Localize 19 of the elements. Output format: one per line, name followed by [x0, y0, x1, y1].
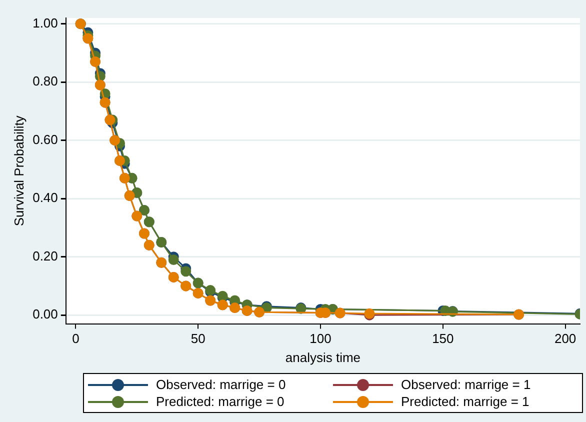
- point: [168, 254, 179, 265]
- x-axis-title: analysis time: [285, 350, 361, 365]
- y-axis-title: Survival Probability: [11, 115, 26, 226]
- y-tick-label: 1.00: [32, 15, 58, 30]
- x-tick-label: 50: [190, 331, 206, 346]
- x-tick-label: 0: [72, 331, 80, 346]
- x-tick-label: 200: [554, 331, 576, 346]
- legend-label: Observed: marrige = 1: [401, 377, 531, 392]
- y-tick-label: 0.40: [32, 190, 58, 206]
- x-tick-label: 150: [432, 331, 454, 346]
- y-tick-label: 0.00: [32, 306, 58, 322]
- y-tick-label: 0.20: [32, 248, 58, 264]
- legend-label: Predicted: marrige = 1: [401, 394, 530, 409]
- legend-label: Predicted: marrige = 0: [156, 394, 284, 409]
- point: [180, 266, 192, 277]
- y-tick-label: 0.60: [32, 132, 58, 147]
- y-tick-label: 0.80: [32, 74, 58, 89]
- x-tick-label: 100: [310, 331, 332, 346]
- legend-label: Observed: marrige = 0: [156, 377, 286, 392]
